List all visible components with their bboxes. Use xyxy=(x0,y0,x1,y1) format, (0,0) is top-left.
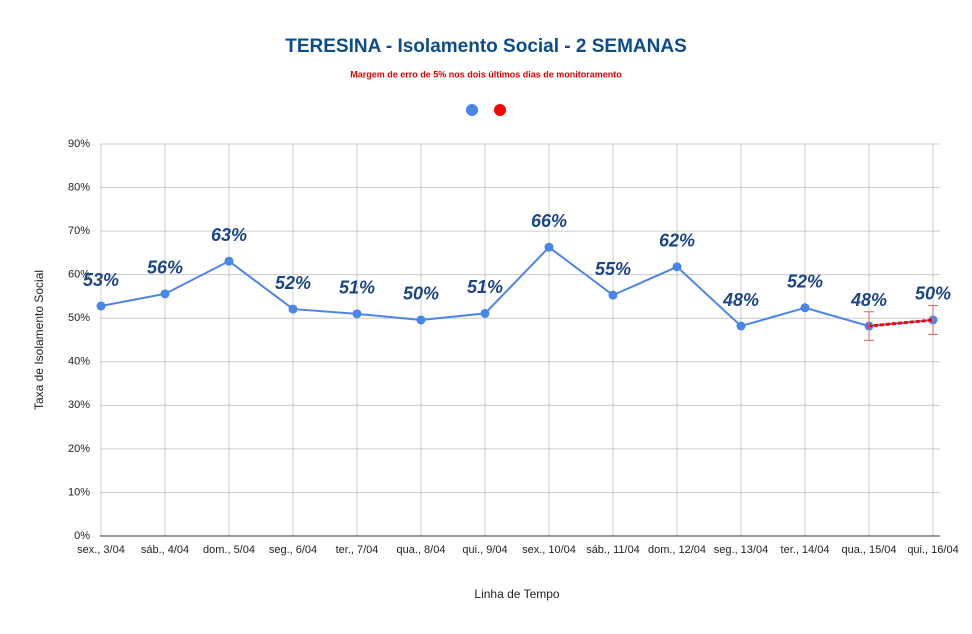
x-tick-label: sáb., 4/04 xyxy=(141,544,189,556)
series-line xyxy=(867,318,935,328)
data-point xyxy=(736,321,746,331)
x-tick-label: ter., 7/04 xyxy=(336,544,379,556)
y-tick-label: 90% xyxy=(68,138,90,150)
x-tick-label: qui., 16/04 xyxy=(907,544,958,556)
data-label: 48% xyxy=(850,290,887,310)
y-tick-label: 0% xyxy=(74,530,90,542)
data-label: 55% xyxy=(595,259,631,279)
legend-marker xyxy=(494,104,506,116)
data-label: 53% xyxy=(83,270,119,290)
x-tick-label: sáb., 11/04 xyxy=(586,544,640,556)
data-label: 51% xyxy=(467,277,503,297)
y-tick-label: 10% xyxy=(68,486,90,498)
data-point xyxy=(288,304,298,314)
data-label: 62% xyxy=(659,231,695,251)
y-axis-label: Taxa de Isolamento Social xyxy=(32,270,46,410)
x-tick-label: qua., 15/04 xyxy=(841,544,896,556)
y-tick-label: 80% xyxy=(68,181,90,193)
data-label: 50% xyxy=(403,284,439,304)
y-tick-label: 60% xyxy=(68,269,90,281)
y-tick-label: 40% xyxy=(68,356,90,368)
data-point xyxy=(160,289,170,299)
x-tick-label: sex., 3/04 xyxy=(77,544,125,556)
legend-marker xyxy=(466,104,478,116)
data-point xyxy=(544,242,554,252)
x-tick-label: seg., 6/04 xyxy=(269,544,317,556)
series-line xyxy=(100,245,934,328)
y-tick-label: 70% xyxy=(68,225,90,237)
data-point xyxy=(416,315,426,325)
data-point xyxy=(96,301,106,311)
x-tick-label: qui., 9/04 xyxy=(462,544,507,556)
x-tick-label: seg., 13/04 xyxy=(714,544,768,556)
chart-title: TERESINA - Isolamento Social - 2 SEMANAS xyxy=(285,36,687,57)
data-point xyxy=(608,290,618,300)
data-label: 66% xyxy=(531,211,567,231)
data-point xyxy=(480,308,490,318)
x-tick-label: dom., 5/04 xyxy=(203,544,255,556)
x-tick-label: sex., 10/04 xyxy=(522,544,576,556)
data-label: 50% xyxy=(915,284,951,304)
x-tick-label: ter., 14/04 xyxy=(781,544,830,556)
x-tick-label: dom., 12/04 xyxy=(648,544,706,556)
y-tick-label: 50% xyxy=(68,312,90,324)
error-bar xyxy=(864,311,874,341)
y-tick-label: 30% xyxy=(68,399,90,411)
data-point xyxy=(352,309,362,319)
data-point xyxy=(224,256,234,266)
error-bar xyxy=(928,305,938,335)
y-tick-label: 20% xyxy=(68,443,90,455)
data-label: 51% xyxy=(339,278,375,298)
data-label: 63% xyxy=(211,225,247,245)
data-label: 52% xyxy=(275,273,311,293)
x-axis-label: Linha de Tempo xyxy=(474,587,560,601)
data-label: 48% xyxy=(722,290,759,310)
x-tick-label: qua., 8/04 xyxy=(397,544,446,556)
data-point xyxy=(800,303,810,313)
data-label: 56% xyxy=(147,258,183,278)
data-point xyxy=(672,262,682,272)
data-label: 52% xyxy=(787,272,823,292)
chart-subtitle: Margem de erro de 5% nos dois últimos di… xyxy=(350,69,622,79)
